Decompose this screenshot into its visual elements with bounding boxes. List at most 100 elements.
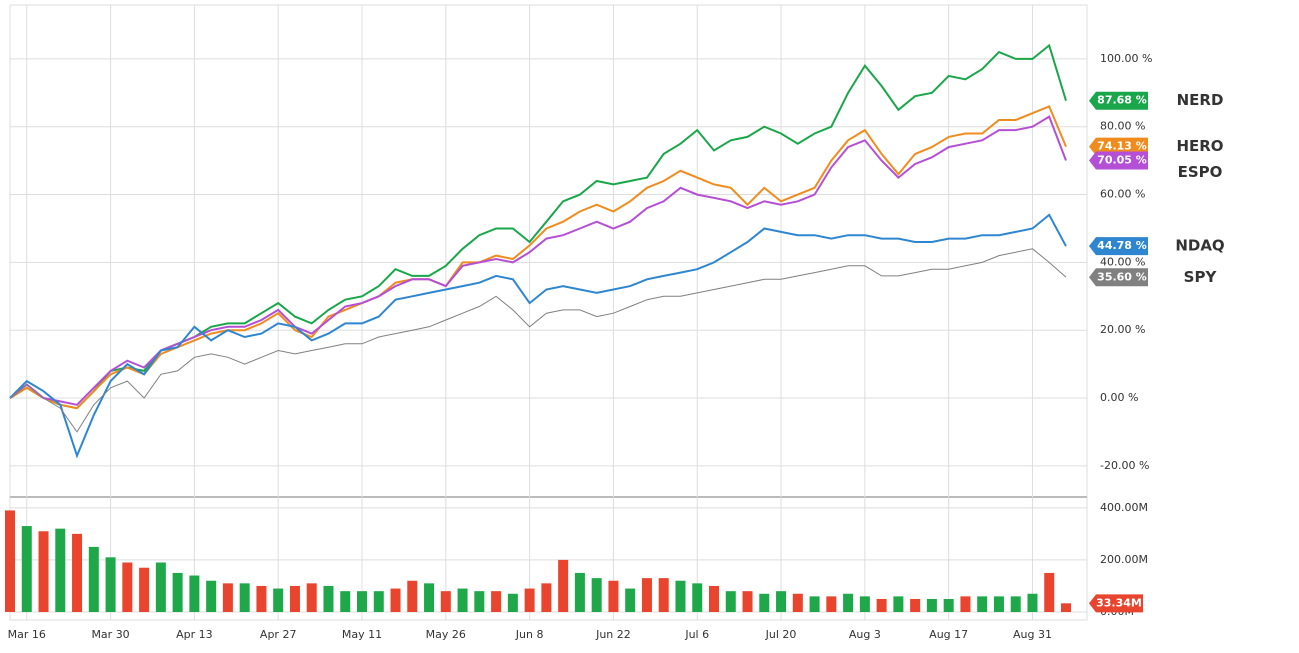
volume-bar [1044,572,1055,612]
x-tick-label: Mar 30 [91,628,129,641]
price-tag-label: 35.60 % [1097,270,1147,283]
price-tag-shape [1089,594,1143,613]
volume-bar [826,596,837,612]
volume-bar [55,528,66,612]
volume-bar [155,562,166,612]
series-line [9,248,1067,433]
volume-bar [273,588,284,612]
volume-bar [373,591,384,612]
volume-bar [1061,603,1071,612]
legend-label: NDAQ [1175,237,1224,255]
y-tick-label: 200.00M [1100,553,1148,566]
volume-bar [340,591,351,612]
volume-bar [256,585,267,612]
volume-bar [993,596,1004,612]
x-tick-label: Aug 3 [849,628,881,641]
volume-bar [306,583,317,612]
y-tick-label: 400.00M [1100,501,1148,514]
price-tag-label: 33.34M [1096,596,1142,609]
x-tick-label: Jul 20 [765,628,797,641]
y-tick-label: 0.00 % [1100,391,1138,404]
x-tick-label: Apr 27 [260,628,297,641]
volume-bar [440,591,451,612]
volume-bar [910,598,921,612]
volume-bar [72,533,83,612]
volume-bar [88,546,99,612]
volume-bar [507,593,518,612]
series-line [9,115,1067,406]
volume-bar [139,567,150,612]
volume-bar [189,575,200,612]
volume-bar [474,591,485,612]
volume-bar [776,591,787,612]
volume-bar [943,598,954,612]
volume-bar [658,578,669,612]
volume-bar [172,572,183,612]
volume-bar [1010,596,1021,612]
volume-bar [843,593,854,612]
volume-bar [457,588,468,612]
legend-label: HERO [1176,137,1223,155]
volume-bar [625,588,636,612]
volume-bar [742,591,753,612]
x-tick-label: Apr 13 [176,628,213,641]
y-tick-label: 100.00 % [1100,52,1152,65]
series-line [9,43,1067,410]
volume-bar [524,588,535,612]
volume-bar [206,580,217,612]
volume-bar [725,591,736,612]
volume-bar [357,591,367,612]
volume-bar [759,593,770,612]
volume-bar [558,559,569,612]
volume-bar [105,557,116,612]
y-tick-label: 20.00 % [1100,323,1145,336]
volume-bar [407,580,418,612]
price-tag-shape [1089,151,1148,170]
y-tick-label: 40.00 % [1100,255,1145,268]
x-tick-label: Jul 6 [684,628,709,641]
volume-bar [960,596,971,612]
volume-bar [574,572,585,612]
price-tag: 35.60 % [1089,268,1148,287]
volume-bar [21,526,32,612]
volume-bar [222,583,233,612]
volume-bar [122,562,133,612]
legend-label: ESPO [1178,163,1223,181]
volume-bar [323,585,334,612]
x-tick-label: Jun 22 [595,628,631,641]
price-tag-label: 70.05 % [1097,153,1147,166]
price-tag-label: 87.68 % [1097,94,1147,107]
volume-bar [390,588,401,612]
price-tag: 33.34M [1089,594,1143,613]
volume-bar [709,585,719,612]
legend-label: SPY [1184,268,1218,286]
volume-bar [5,510,15,612]
volume-bar [977,596,988,612]
volume-bar [859,596,870,612]
series-line [9,105,1067,410]
volume-bar [541,583,552,612]
volume-bar [893,596,904,612]
price-tag-label: 44.78 % [1097,239,1147,252]
x-tick-label: May 26 [426,628,466,641]
volume-bar [38,531,49,612]
volume-bar [608,580,619,612]
volume-bar [424,583,435,612]
price-tag: 74.13 % [1089,137,1148,156]
volume-bar [491,591,502,612]
volume-bar [641,578,652,612]
y-tick-label: -20.00 % [1100,459,1149,472]
price-tag-shape [1089,237,1148,256]
price-tag: 70.05 % [1089,151,1148,170]
volume-bar [809,596,820,612]
y-tick-label: 80.00 % [1100,120,1145,133]
volume-bar [1027,593,1038,612]
x-tick-label: May 11 [342,628,382,641]
plot-frame [9,4,1088,621]
price-tag-shape [1089,91,1148,110]
volume-bar [675,580,686,612]
x-tick-label: Aug 17 [929,628,968,641]
volume-bar [876,598,887,612]
price-tag: 87.68 % [1089,91,1148,110]
volume-bar [239,583,250,612]
